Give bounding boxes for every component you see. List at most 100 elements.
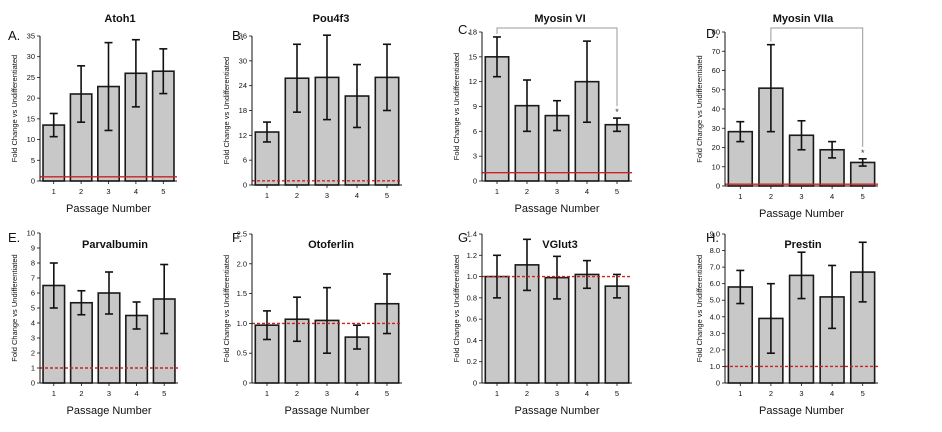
y-axis-label: Fold Change vs Undifferentiated (10, 55, 19, 162)
y-tick-label: 1.5 (237, 289, 247, 298)
y-tick-label: 30 (239, 56, 247, 65)
y-axis-label: Fold Change vs Undifferentiated (695, 55, 704, 162)
y-tick-label: 1.0 (710, 362, 720, 371)
x-tick-label: 5 (161, 187, 165, 196)
y-axis-label: Fold Change vs Undifferentiated (452, 255, 461, 362)
x-axis-label: Passage Number (515, 405, 600, 417)
y-tick-label: 1.2 (467, 251, 477, 260)
x-tick-label: 5 (162, 389, 166, 398)
x-tick-label: 1 (265, 389, 269, 398)
y-tick-label: 0 (243, 181, 247, 190)
x-tick-label: 4 (585, 389, 589, 398)
y-tick-label: 9.0 (710, 230, 720, 239)
x-tick-label: 3 (106, 187, 110, 196)
x-tick-label: 1 (495, 389, 499, 398)
x-axis-label: Passage Number (759, 405, 844, 417)
y-tick-label: 70 (712, 47, 720, 56)
y-tick-label: 1 (31, 364, 35, 373)
y-tick-label: 6 (31, 289, 35, 298)
y-tick-label: 0 (243, 379, 247, 388)
y-axis-label: Fold Change vs Undifferentiated (695, 255, 704, 362)
x-axis-label: Passage Number (759, 208, 844, 220)
panel-letter: H. (706, 230, 719, 245)
y-tick-label: 25 (27, 73, 35, 82)
significance-star: * (861, 148, 865, 158)
y-tick-label: 7.0 (710, 263, 720, 272)
x-tick-label: 5 (615, 389, 619, 398)
y-axis-label: Fold Change vs Undifferentiated (222, 255, 231, 362)
x-tick-label: 2 (525, 389, 529, 398)
x-tick-label: 4 (585, 187, 589, 196)
chart-title: Parvalbumin (82, 239, 148, 251)
panel-letter: G. (458, 230, 472, 245)
y-tick-label: 0.4 (467, 336, 477, 345)
y-tick-label: 9 (31, 244, 35, 253)
x-tick-label: 4 (830, 389, 834, 398)
y-tick-label: 3 (473, 152, 477, 161)
y-tick-label: 0.6 (467, 315, 477, 324)
y-tick-label: 12 (239, 131, 247, 140)
x-axis-label: Passage Number (67, 405, 152, 417)
y-tick-label: 5 (31, 156, 35, 165)
y-tick-label: 18 (469, 28, 477, 37)
panel-letter: B. (232, 28, 244, 43)
y-tick-label: 2.5 (237, 230, 247, 239)
x-tick-label: 1 (738, 192, 742, 201)
chart-title: VGlut3 (542, 239, 577, 251)
y-tick-label: 0.8 (467, 293, 477, 302)
chart-title: Myosin VIIa (773, 13, 834, 25)
y-tick-label: 0.2 (467, 357, 477, 366)
x-tick-label: 3 (325, 389, 329, 398)
y-tick-label: 2.0 (237, 259, 247, 268)
x-tick-label: 4 (355, 191, 359, 200)
y-axis-label: Fold Change vs Undifferentiated (10, 254, 19, 361)
y-tick-label: 1.0 (237, 319, 247, 328)
x-tick-label: 5 (861, 192, 865, 201)
chart-panel-8: H. Prestin 0 1.0 2.0 3.0 4.0 5.0 6.0 7.0 8.0 9.0 1 2 3… (695, 230, 878, 417)
x-tick-label: 2 (525, 187, 529, 196)
y-tick-label: 50 (712, 85, 720, 94)
y-tick-label: 36 (239, 32, 247, 41)
chart-panel-7: G. VGlut3 0 0.2 0.4 0.6 0.8 1.0 1.2 1.4 1 2 3 4 5 Passa… (452, 230, 632, 417)
y-tick-label: 10 (712, 162, 720, 171)
x-axis-label: Passage Number (285, 405, 370, 417)
y-tick-label: 2.0 (710, 345, 720, 354)
x-axis-label: Passage Number (515, 203, 600, 215)
x-tick-label: 1 (738, 389, 742, 398)
chart-title: Atoh1 (104, 13, 135, 25)
y-tick-label: 2 (31, 349, 35, 358)
x-tick-label: 5 (861, 389, 865, 398)
y-tick-label: 5 (31, 304, 35, 313)
y-tick-label: 1.0 (467, 272, 477, 281)
chart-title: Pou4f3 (313, 13, 350, 25)
panel-letter: F. (232, 230, 242, 245)
y-tick-label: 0 (31, 379, 35, 388)
x-tick-label: 4 (134, 187, 138, 196)
y-tick-label: 0 (473, 177, 477, 186)
y-tick-label: 4 (31, 319, 35, 328)
y-tick-label: 80 (712, 28, 720, 37)
y-tick-label: 60 (712, 66, 720, 75)
y-tick-label: 7 (31, 274, 35, 283)
y-tick-label: 1.4 (467, 230, 477, 239)
x-tick-label: 5 (615, 187, 619, 196)
significance-bracket (496, 27, 618, 107)
y-tick-label: 40 (712, 105, 720, 114)
x-tick-label: 4 (135, 389, 139, 398)
x-tick-label: 2 (295, 191, 299, 200)
panel-letter: E. (8, 230, 20, 245)
y-tick-label: 0 (716, 182, 720, 191)
y-tick-label: 35 (27, 32, 35, 41)
x-tick-label: 2 (79, 389, 83, 398)
x-tick-label: 3 (555, 389, 559, 398)
y-tick-label: 18 (239, 106, 247, 115)
x-tick-label: 5 (385, 191, 389, 200)
y-tick-label: 15 (27, 114, 35, 123)
y-tick-label: 4.0 (710, 312, 720, 321)
y-tick-label: 3.0 (710, 329, 720, 338)
x-axis-label: Passage Number (66, 203, 151, 215)
x-tick-label: 2 (295, 389, 299, 398)
bar (604, 285, 630, 384)
chart-panel-6: F. Otoferlin 0 0.5 1.0 1.5 2.0 2.5 1 2 3 4 5 Passage … (222, 230, 402, 417)
